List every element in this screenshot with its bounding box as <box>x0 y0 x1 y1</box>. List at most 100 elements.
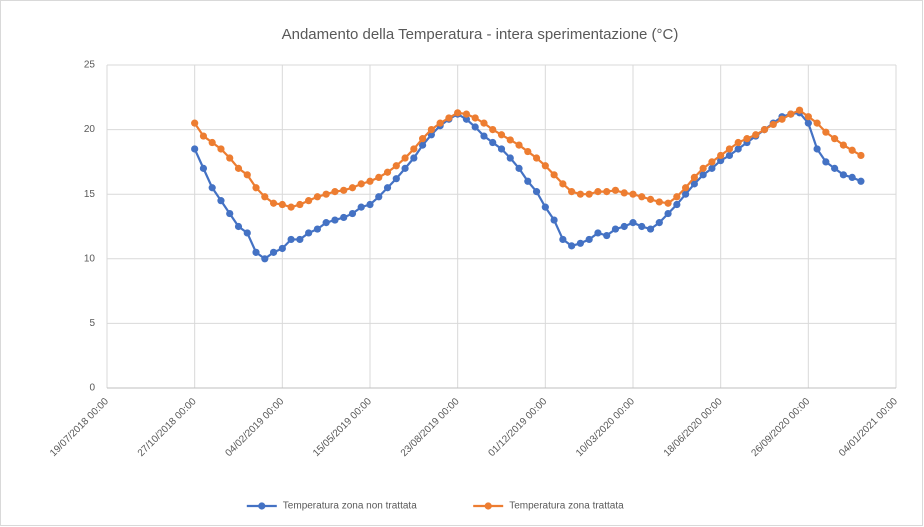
data-point <box>708 164 716 172</box>
data-point <box>278 200 286 209</box>
data-point <box>278 244 286 253</box>
data-point <box>199 132 208 140</box>
data-point <box>664 209 672 218</box>
data-point <box>436 119 444 127</box>
data-point <box>208 184 216 192</box>
data-point <box>725 151 734 160</box>
data-point <box>655 219 663 227</box>
data-point <box>673 193 681 201</box>
data-point <box>252 248 260 256</box>
data-point <box>690 180 698 188</box>
data-point <box>839 141 848 149</box>
chart-title: Andamento della Temperatura - intera spe… <box>282 26 679 43</box>
data-point <box>550 216 558 224</box>
data-point <box>524 177 532 185</box>
data-point <box>392 162 400 170</box>
data-point <box>813 119 821 127</box>
data-point <box>191 119 199 127</box>
data-point <box>383 184 392 192</box>
legend-marker <box>258 502 266 510</box>
data-point <box>673 200 681 209</box>
data-point <box>357 180 365 188</box>
data-point <box>252 184 260 192</box>
data-point <box>646 225 655 233</box>
data-point <box>401 164 409 172</box>
data-point <box>506 136 514 144</box>
data-point <box>576 239 585 247</box>
data-point <box>515 141 523 149</box>
data-point <box>445 114 453 122</box>
data-point <box>725 145 734 153</box>
data-point <box>305 197 313 205</box>
data-point <box>541 203 549 211</box>
data-point <box>532 188 541 196</box>
data-point <box>559 235 567 244</box>
data-point <box>243 171 251 179</box>
data-point <box>392 175 400 183</box>
data-point <box>568 242 576 250</box>
data-point <box>585 190 593 198</box>
data-point <box>348 209 357 218</box>
data-point <box>454 109 462 117</box>
y-tick-label: 25 <box>84 60 96 71</box>
data-point <box>848 173 856 182</box>
data-point <box>480 119 488 127</box>
data-point <box>576 190 585 198</box>
data-point <box>699 171 707 179</box>
data-point <box>638 222 646 231</box>
data-point <box>655 198 663 206</box>
data-point <box>620 189 628 197</box>
data-point <box>331 216 339 224</box>
data-point <box>331 188 339 196</box>
y-tick-label: 10 <box>84 253 96 264</box>
data-point <box>401 154 409 162</box>
data-point <box>497 131 506 139</box>
data-point <box>322 219 330 227</box>
data-point <box>217 145 225 153</box>
data-point <box>287 203 295 211</box>
data-point <box>646 195 655 203</box>
data-point <box>603 231 611 240</box>
data-point <box>366 177 374 185</box>
data-point <box>813 145 821 153</box>
data-point <box>611 225 620 233</box>
data-point <box>340 186 348 194</box>
data-point <box>585 235 593 244</box>
data-point <box>383 168 392 176</box>
data-point <box>348 184 357 192</box>
data-point <box>638 193 646 201</box>
data-point <box>839 171 848 179</box>
data-point <box>462 110 471 118</box>
data-point <box>234 164 243 172</box>
data-point <box>769 120 777 129</box>
data-point <box>375 193 383 201</box>
data-point <box>664 199 672 207</box>
data-point <box>848 146 856 154</box>
data-point <box>243 229 251 237</box>
y-tick-label: 5 <box>89 318 95 329</box>
data-point <box>506 154 514 162</box>
data-point <box>541 162 549 170</box>
y-tick-label: 15 <box>84 189 96 200</box>
data-point <box>682 184 690 192</box>
data-point <box>366 200 374 209</box>
data-point <box>287 235 295 244</box>
data-point <box>603 188 611 196</box>
data-point <box>471 114 479 122</box>
data-point <box>804 119 812 127</box>
data-point <box>489 126 497 134</box>
data-point <box>226 154 234 162</box>
data-point <box>629 219 637 227</box>
data-point <box>550 171 558 179</box>
data-point <box>217 197 225 205</box>
y-tick-label: 0 <box>89 383 95 394</box>
data-point <box>515 164 523 172</box>
data-point <box>699 164 707 172</box>
data-point <box>795 106 804 114</box>
data-point <box>822 128 830 136</box>
y-tick-label: 20 <box>84 124 96 135</box>
data-point <box>489 138 497 147</box>
legend-label: Temperatura zona non trattata <box>283 501 417 512</box>
